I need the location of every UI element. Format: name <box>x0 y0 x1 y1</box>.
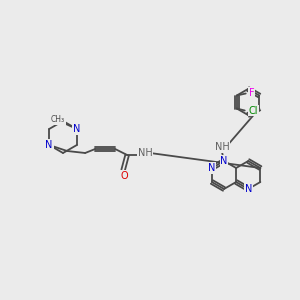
Text: N: N <box>208 163 216 173</box>
Text: N: N <box>46 140 53 150</box>
Text: N: N <box>73 124 80 134</box>
Text: Cl: Cl <box>249 106 259 116</box>
Text: CH₃: CH₃ <box>51 116 65 124</box>
Text: N: N <box>244 184 252 194</box>
Text: N: N <box>220 156 228 166</box>
Text: NH: NH <box>138 148 152 158</box>
Text: O: O <box>120 171 128 181</box>
Text: F: F <box>249 88 255 98</box>
Text: NH: NH <box>214 142 230 152</box>
